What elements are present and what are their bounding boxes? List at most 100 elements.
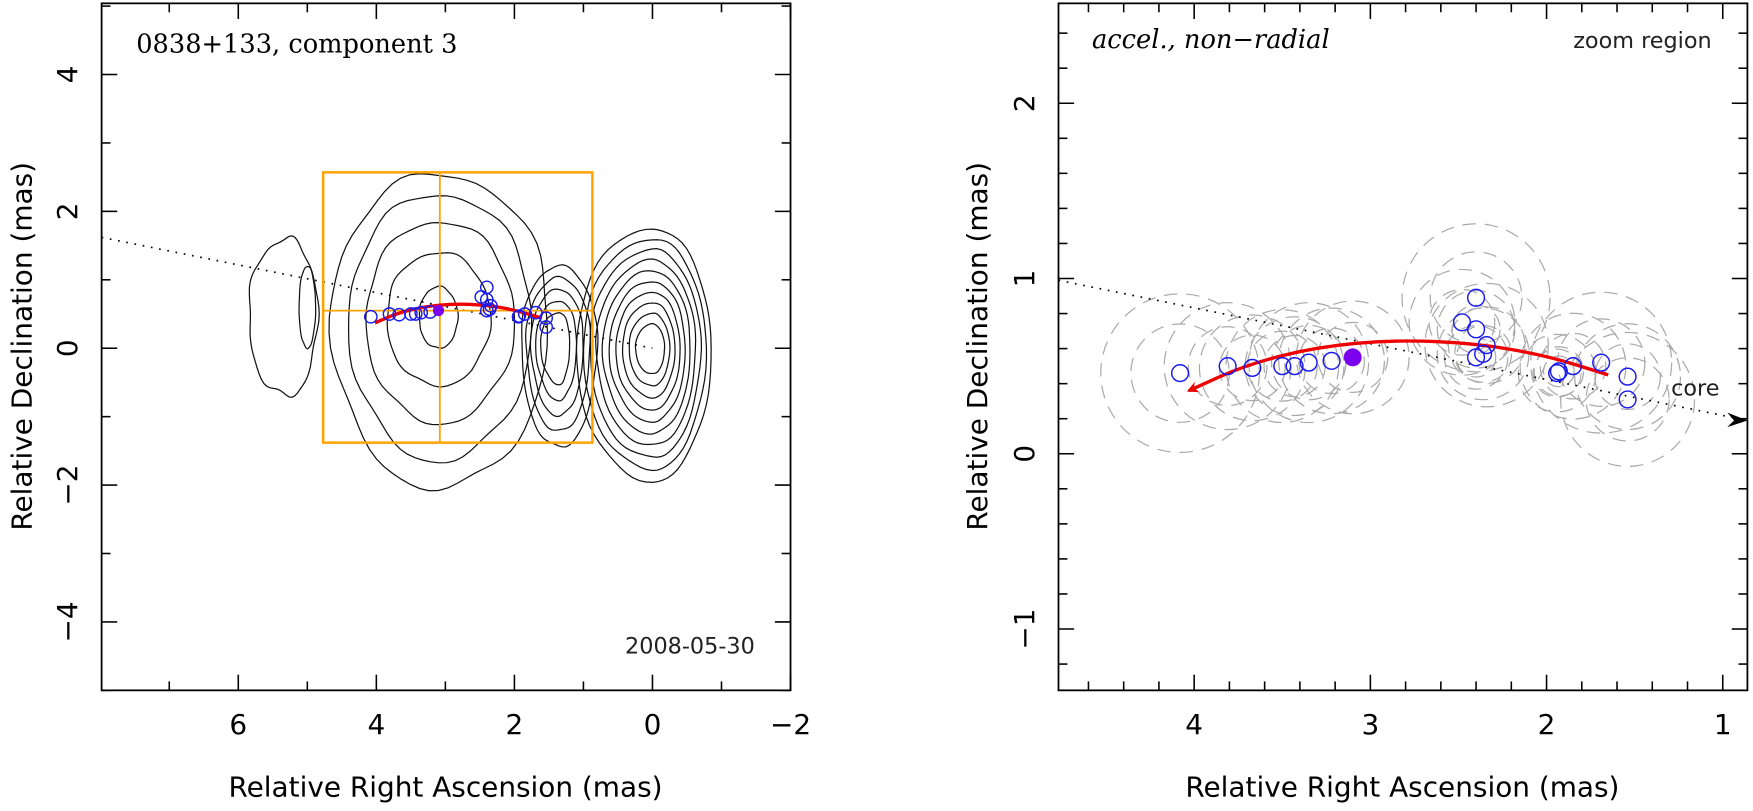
- x-tick-label: 2: [1538, 708, 1556, 741]
- contour-core: [621, 302, 676, 399]
- error-circle: [1519, 312, 1627, 420]
- current-epoch-point: [1343, 348, 1362, 367]
- observation-point: [1322, 351, 1341, 370]
- observation-point: [528, 305, 543, 320]
- error-circle: [1585, 357, 1670, 442]
- y-tick-label: −2: [51, 465, 84, 506]
- x-tick-label: −2: [770, 708, 811, 741]
- observation-point: [1548, 364, 1567, 383]
- x-tick-label: 4: [367, 708, 385, 741]
- fitted-trajectory: [1186, 339, 1609, 393]
- y-tick-label: 2: [1008, 94, 1041, 112]
- observation-point: [517, 307, 532, 321]
- error-circle: [1454, 324, 1513, 383]
- x-tick-label: 4: [1185, 708, 1203, 741]
- error-circle: [1187, 326, 1268, 407]
- error-circle: [1542, 355, 1575, 388]
- error-circle: [1130, 323, 1230, 423]
- contour-outer-lobe: [298, 266, 317, 350]
- y-tick-label: −1: [1008, 608, 1041, 649]
- y-tick-label: 4: [51, 66, 84, 84]
- x-tick-label: 6: [229, 708, 247, 741]
- contour-core: [595, 258, 697, 446]
- observation-point: [1618, 390, 1637, 409]
- current-epoch-point: [432, 305, 445, 317]
- error-circle: [1298, 327, 1365, 395]
- contour-core: [634, 322, 666, 375]
- error-circle: [1530, 291, 1673, 434]
- observation-point: [414, 305, 429, 320]
- contour-component: [365, 222, 516, 426]
- error-circle: [1517, 333, 1597, 413]
- contour-component: [418, 285, 459, 349]
- observation-point: [1299, 353, 1318, 372]
- contour-core: [615, 291, 681, 411]
- error-circle: [1408, 268, 1516, 376]
- error-circle: [1198, 314, 1306, 422]
- observation-point: [382, 307, 397, 321]
- x-tick-label: 3: [1361, 708, 1379, 741]
- observation-point: [539, 311, 554, 325]
- observation-point: [408, 307, 423, 321]
- observation-point: [1243, 358, 1262, 377]
- plot-frame: [1057, 2, 1749, 692]
- core-direction-line: [1058, 279, 1748, 422]
- error-circle: [1443, 325, 1509, 390]
- x-axis-label: Relative Right Ascension (mas): [228, 770, 662, 803]
- observation-point: [1477, 335, 1496, 355]
- error-circle: [1428, 288, 1496, 356]
- y-tick-label: 0: [1008, 445, 1041, 463]
- y-tick-label: −4: [51, 601, 84, 642]
- observation-point: [1474, 344, 1493, 363]
- observation-point: [1618, 367, 1637, 386]
- error-circle: [1246, 330, 1318, 402]
- observation-point: [1592, 353, 1611, 372]
- contour-component: [328, 173, 549, 492]
- error-circle: [1532, 348, 1582, 398]
- observation-point: [1170, 364, 1190, 383]
- x-tick-label: 2: [506, 708, 524, 741]
- observation-point: [1273, 357, 1292, 376]
- contour-component: [347, 195, 533, 464]
- contour-knot: [529, 288, 584, 418]
- epoch-date-label: 2008-05-30: [625, 633, 755, 659]
- y-tick-label: 2: [51, 202, 84, 220]
- error-circle: [1424, 282, 1549, 408]
- source-title: 0838+133, component 3: [136, 29, 457, 59]
- contour-outer-lobe: [248, 235, 320, 398]
- y-axis-label: Relative Declination (mas): [5, 162, 38, 531]
- observation-point: [403, 307, 418, 321]
- error-circle: [1574, 323, 1682, 431]
- error-circle: [1560, 331, 1696, 468]
- error-circle: [1533, 346, 1585, 397]
- observation-point: [1285, 357, 1304, 376]
- y-tick-label: 1: [1008, 270, 1041, 288]
- observation-point: [363, 309, 378, 324]
- observation-point: [1218, 357, 1237, 376]
- overview-panel: 6 4 2 0 −2 4 2 0 −2 −4 0838+133, component 3 2008…: [5, 2, 811, 803]
- contour-knot: [540, 312, 571, 386]
- x-tick-label: 0: [644, 708, 662, 741]
- error-circle: [1539, 332, 1607, 400]
- error-circle: [1218, 334, 1286, 402]
- contour-knot: [521, 264, 599, 448]
- x-tick-label: 1: [1714, 708, 1732, 741]
- observation-point: [1466, 288, 1486, 307]
- zoom-region-box: [321, 171, 594, 444]
- error-circle: [1401, 223, 1551, 373]
- y-tick-label: 0: [51, 339, 84, 357]
- contour-core: [601, 270, 691, 435]
- observation-point: [482, 302, 497, 317]
- observation-point: [1466, 320, 1486, 339]
- observation-point: [512, 309, 527, 323]
- error-circle: [1295, 300, 1410, 415]
- error-circle: [1244, 316, 1345, 417]
- zoom-box-rect: [321, 171, 594, 444]
- error-circle: [1594, 343, 1661, 411]
- contour-knot: [525, 275, 591, 431]
- error-circle: [1317, 321, 1389, 393]
- contour-core: [589, 248, 703, 458]
- observation-point: [539, 320, 554, 334]
- core-direction-line: [101, 236, 653, 350]
